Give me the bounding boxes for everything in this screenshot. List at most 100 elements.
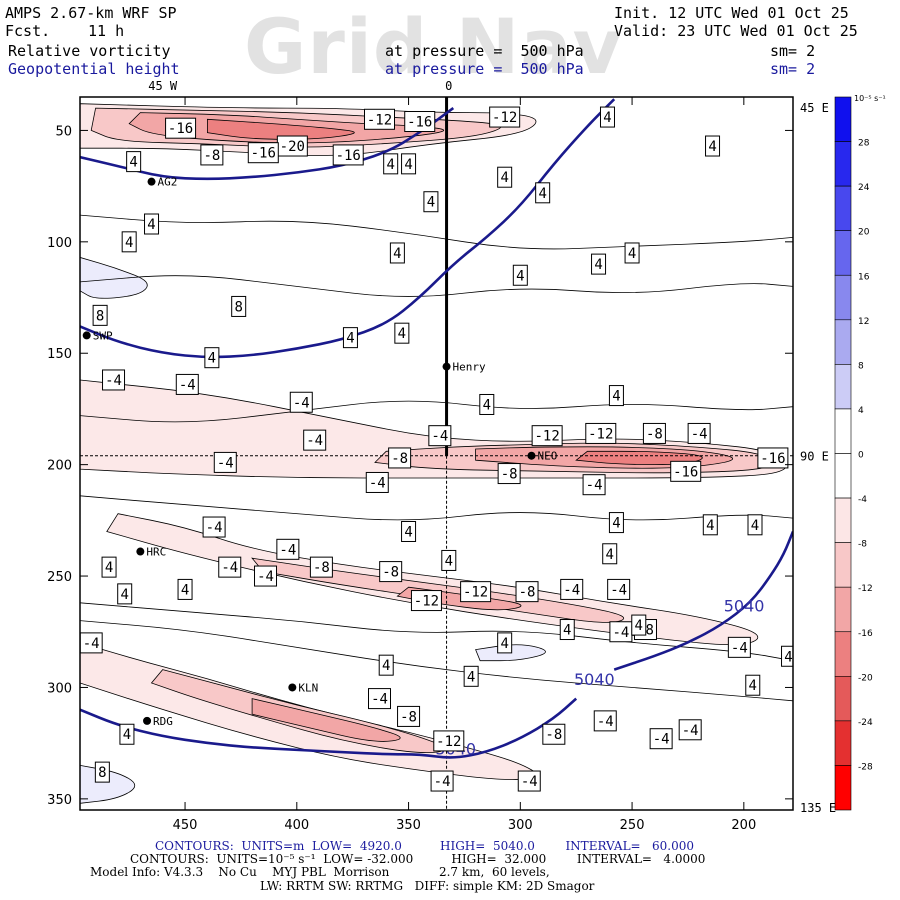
contour-label-44: -4 <box>365 471 389 493</box>
contour-label-text: 4 <box>208 351 216 367</box>
contour-label-text: 4 <box>123 727 131 743</box>
contour-label-text: 4 <box>147 217 155 233</box>
contour-label-2: -16 <box>404 111 436 133</box>
contour-label-57: -8 <box>379 561 403 583</box>
contour-label-box <box>342 327 358 349</box>
contour-label-text: 4 <box>445 553 453 569</box>
contour-label-box <box>247 142 279 164</box>
contour-label-61: -8 <box>515 581 539 603</box>
contour-label-text: -8 <box>313 560 330 576</box>
contour-label-0: -16 <box>165 117 197 139</box>
contour-label-24: 4 <box>342 327 358 349</box>
contour-label-box <box>727 636 751 658</box>
contour-label-75: 4 <box>745 674 761 696</box>
contour-label-text: -12 <box>463 585 488 601</box>
contour-label-81: -8 <box>542 723 566 745</box>
height-contour-0 <box>80 107 455 181</box>
contour-label-54: -4 <box>218 556 242 578</box>
contour-label-box <box>497 463 521 485</box>
contour-label-text: -4 <box>206 520 223 536</box>
contour-label-box <box>649 728 673 750</box>
contour-label-12: 4 <box>705 135 721 157</box>
contour-label-text: 4 <box>404 157 412 173</box>
contour-label-text: 4 <box>483 397 491 413</box>
contour-label-text: -4 <box>221 560 238 576</box>
contour-label-17: 4 <box>121 231 137 253</box>
contour-label-box <box>117 583 133 605</box>
colorbar-swatch-13 <box>834 676 852 722</box>
contour-label-text: -4 <box>521 774 538 790</box>
contour-label-text: 4 <box>603 110 611 126</box>
contour-label-text: -4 <box>217 455 234 471</box>
contour-label-text: 4 <box>129 155 137 171</box>
y-tick-label-4: 250 <box>47 570 72 585</box>
contour-label-70: -4 <box>80 632 103 654</box>
contour-label-text: -4 <box>293 395 310 411</box>
contour-label-58: 4 <box>117 583 133 605</box>
contour-label-box <box>624 242 640 264</box>
contour-label-text: 8 <box>234 299 242 315</box>
x-tick-label-2: 350 <box>396 818 421 833</box>
contour-label-box <box>489 106 521 128</box>
contour-label-box <box>582 474 606 496</box>
height-contour-3 <box>613 531 793 671</box>
contour-label-box <box>175 373 199 395</box>
contour-label-36: -12 <box>585 422 617 444</box>
contour-label-text: 4 <box>749 678 757 694</box>
contour-label-box <box>165 117 197 139</box>
contour-label-text: -4 <box>371 692 388 708</box>
contour-label-text: 4 <box>386 157 394 173</box>
contour-label-text: -4 <box>653 732 670 748</box>
contour-label-text: 8 <box>98 765 106 781</box>
contour-label-box <box>705 135 721 157</box>
colorbar-swatch-2 <box>834 185 852 231</box>
contour-label-text: -12 <box>534 429 559 445</box>
contour-label-box <box>747 514 763 536</box>
contour-label-box <box>368 688 392 710</box>
contour-label-box <box>702 514 718 536</box>
contour-label-text: -12 <box>436 734 461 750</box>
contour-label-box <box>542 723 566 745</box>
contour-label-box <box>460 581 492 603</box>
contour-label-71: 4 <box>378 654 394 676</box>
contour-label-26: 4 <box>204 347 220 369</box>
contour-label-18: 4 <box>389 242 405 264</box>
contour-label-text: 4 <box>120 587 128 603</box>
contour-label-78: -4 <box>593 710 617 732</box>
x-tick-label-0: 450 <box>173 818 198 833</box>
contour-label-box <box>430 770 454 792</box>
contour-label-28: -4 <box>175 373 199 395</box>
footer-physics-info: LW: RRTM SW: RRTMG DIFF: simple KM: 2D S… <box>260 879 595 893</box>
contour-label-text: -4 <box>179 377 196 393</box>
model-title: AMPS 2.67-km WRF SP <box>5 4 177 22</box>
contour-label-text: -4 <box>431 429 448 445</box>
contour-label-31: 4 <box>608 385 624 407</box>
contour-label-text: 4 <box>708 139 716 155</box>
contour-label-box <box>92 304 108 326</box>
contour-label-66: -4 <box>609 621 633 643</box>
forecast-label: Fcst. <box>5 22 51 40</box>
colorbar-swatch-10 <box>834 542 852 588</box>
contour-label-77: -8 <box>397 705 421 727</box>
colorbar-tick-6: 8 <box>858 361 864 371</box>
contour-label-box <box>497 632 513 654</box>
contour-label-text: -8 <box>501 467 518 483</box>
contour-label-box <box>94 761 110 783</box>
contour-label-box <box>231 295 247 317</box>
contour-label-text: -4 <box>563 582 580 598</box>
colorbar-unit: 10⁻⁵ s⁻¹ <box>854 94 886 103</box>
contour-label-box <box>602 543 618 565</box>
contour-label-text: 4 <box>594 257 602 273</box>
contour-label-text: -4 <box>83 636 100 652</box>
contour-label-1: -12 <box>364 108 396 130</box>
station-label-3: NEO <box>537 450 557 463</box>
y-tick-label-1: 100 <box>47 236 72 251</box>
contour-label-33: -4 <box>428 425 452 447</box>
contour-label-box <box>670 460 702 482</box>
contour-label-53: 4 <box>101 556 117 578</box>
contour-label-text: 4 <box>398 326 406 342</box>
contour-label-text: -12 <box>414 594 439 610</box>
contour-label-text: 4 <box>181 582 189 598</box>
vorticity-band-13 <box>251 698 401 742</box>
contour-label-box <box>204 347 220 369</box>
